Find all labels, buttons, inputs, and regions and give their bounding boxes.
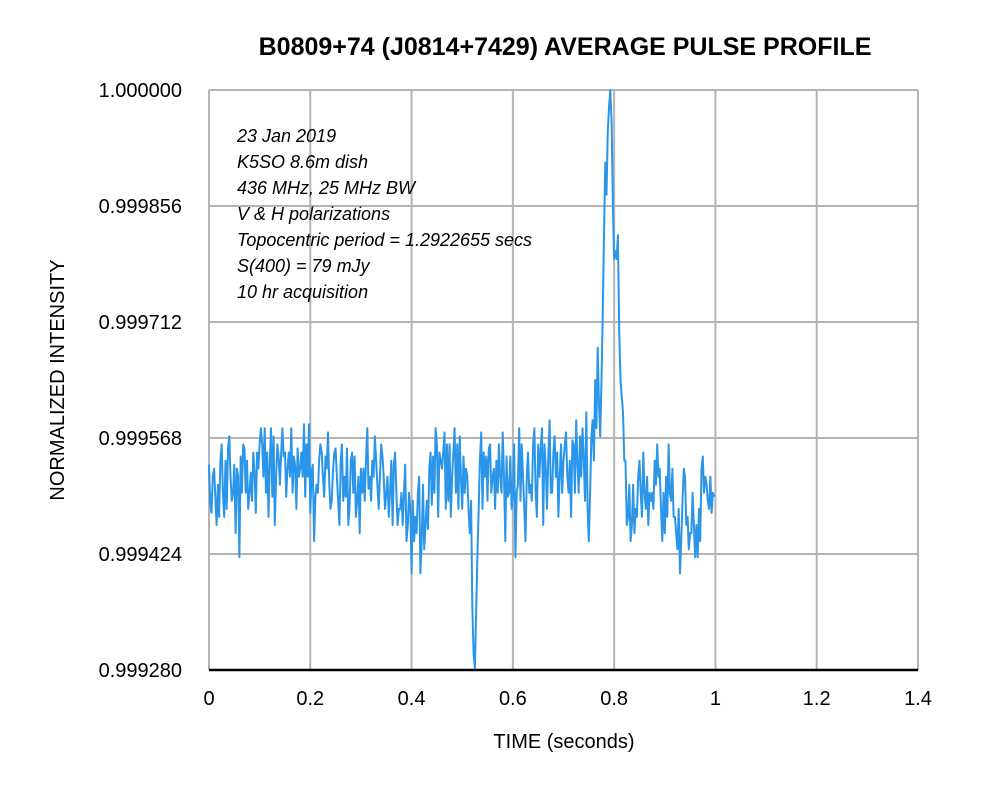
x-tick-label: 1.2 <box>803 688 831 710</box>
y-tick-label: 0.999280 <box>99 660 182 682</box>
x-tick-label: 0.2 <box>296 688 324 710</box>
grid-lines <box>208 89 919 671</box>
note-acquisition: 10 hr acquisition <box>237 282 368 302</box>
x-tick-label: 0.6 <box>499 688 527 710</box>
y-tick-labels: 0.999280 0.999424 0.999568 0.999712 0.999856… <box>99 80 182 682</box>
note-polarizations: V & H polarizations <box>237 204 390 224</box>
y-tick-label: 0.999856 <box>99 196 182 218</box>
y-tick-label: 0.999424 <box>99 544 182 566</box>
note-flux: S(400) = 79 mJy <box>237 256 371 276</box>
y-axis-label: NORMALIZED INTENSITY <box>47 259 69 500</box>
y-tick-label: 0.999712 <box>99 312 182 334</box>
pulse-profile-line <box>208 89 716 670</box>
note-date: 23 Jan 2019 <box>236 126 336 146</box>
y-tick-label: 1.000000 <box>99 80 182 102</box>
series-group <box>208 89 716 670</box>
x-tick-label: 0.8 <box>600 688 628 710</box>
x-tick-label: 1 <box>710 688 721 710</box>
x-tick-labels: 0 0.2 0.4 0.6 0.8 1 1.2 1.4 <box>203 688 931 710</box>
x-tick-label: 0.4 <box>398 688 426 710</box>
annotation-block: 23 Jan 2019 K5SO 8.6m dish 436 MHz, 25 M… <box>236 126 532 302</box>
note-period: Topocentric period = 1.2922655 secs <box>237 230 532 250</box>
x-axis-label: TIME (seconds) <box>493 731 634 753</box>
y-tick-label: 0.999568 <box>99 428 182 450</box>
x-tick-label: 1.4 <box>904 688 932 710</box>
note-frequency: 436 MHz, 25 MHz BW <box>237 178 417 198</box>
note-dish: K5SO 8.6m dish <box>237 152 368 172</box>
x-tick-label: 0 <box>203 688 214 710</box>
chart-title: B0809+74 (J0814+7429) AVERAGE PULSE PROF… <box>259 33 872 61</box>
